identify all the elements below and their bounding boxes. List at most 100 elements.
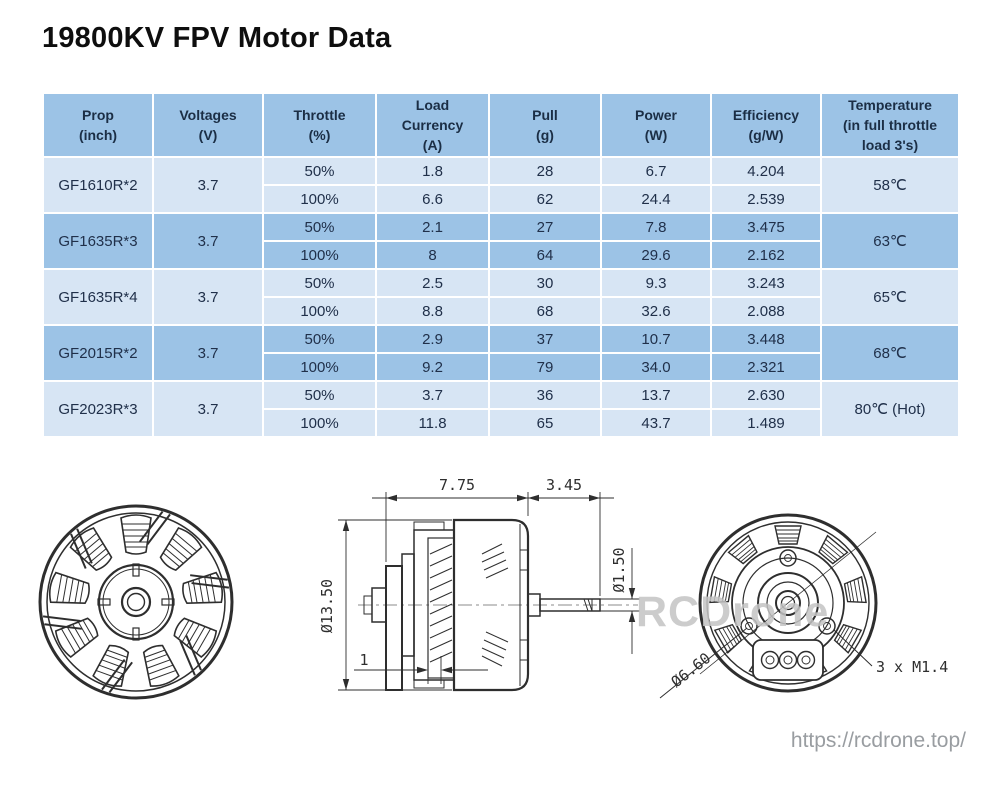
prop-cell: GF1635R*4: [42, 268, 154, 326]
table-header: Prop (inch) Voltages (V) Throttle (%) Lo…: [42, 92, 960, 158]
table-row: 100% 8 64 29.6 2.162: [43, 240, 959, 270]
pull-cell: 28: [488, 156, 602, 186]
current-cell: 1.8: [375, 156, 490, 186]
temperature-cell: 65℃: [820, 268, 960, 326]
pull-cell: 37: [488, 324, 602, 354]
efficiency-cell: 2.321: [710, 352, 822, 382]
motor-hub: [97, 563, 175, 641]
power-cell: 9.3: [600, 268, 712, 298]
prop-cell: GF1610R*2: [42, 156, 154, 214]
throttle-cell: 50%: [262, 212, 377, 242]
table-row: 100% 9.2 79 34.0 2.321: [43, 352, 959, 382]
power-cell: 32.6: [600, 296, 712, 326]
efficiency-cell: 1.489: [710, 408, 822, 438]
power-cell: 34.0: [600, 352, 712, 382]
motor-bell-profile: [452, 518, 530, 692]
motor-bell-outline: [38, 504, 234, 700]
efficiency-cell: 4.204: [710, 156, 822, 186]
efficiency-cell: 3.475: [710, 212, 822, 242]
throttle-cell: 100%: [262, 352, 377, 382]
col-header-voltages: Voltages (V): [152, 92, 264, 158]
motor-front-view-drawing: [38, 504, 234, 700]
motor-side-view-drawing: 7.75 3.45 Ø13.50 Ø1.50 1: [318, 476, 640, 692]
col-header-throttle: Throttle (%): [262, 92, 377, 158]
col-header-efficiency: Efficiency (g/W): [710, 92, 822, 158]
power-cell: 29.6: [600, 240, 712, 270]
voltage-cell: 3.7: [152, 268, 264, 326]
prop-cell: GF2015R*2: [42, 324, 154, 382]
leader-screw-spec: [833, 629, 873, 667]
dim-label-mount-circle: Ø6.60: [668, 649, 715, 691]
dimension-shaft-diameter: [600, 548, 640, 654]
throttle-cell: 50%: [262, 380, 377, 410]
dimension-bell-diameter: [338, 519, 452, 691]
pull-cell: 79: [488, 352, 602, 382]
col-header-load-currency: Load Currency (A): [375, 92, 490, 158]
col-header-temperature: Temperature (in full throttle load 3's): [820, 92, 960, 158]
power-cell: 10.7: [600, 324, 712, 354]
current-cell: 3.7: [375, 380, 490, 410]
prop-cell: GF2023R*3: [42, 380, 154, 438]
throttle-cell: 100%: [262, 408, 377, 438]
current-cell: 6.6: [375, 184, 490, 214]
table-row: GF1635R*4 3.7 50% 2.5 30 9.3 3.243 65℃: [42, 268, 960, 326]
temperature-cell: 63℃: [820, 212, 960, 270]
dim-label-bell-diameter: Ø13.50: [318, 579, 336, 633]
throttle-cell: 100%: [262, 184, 377, 214]
table-row: GF2023R*3 3.7 50% 3.7 36 13.7 2.630 80℃ …: [42, 380, 960, 438]
current-cell: 9.2: [375, 352, 490, 382]
dim-label-shaft-diameter: Ø1.50: [610, 547, 628, 592]
motor-rear-view-drawing: Ø6.60 3 x M1.4: [659, 513, 948, 699]
power-cell: 7.8: [600, 212, 712, 242]
col-header-pull: Pull (g): [488, 92, 602, 158]
throttle-cell: 100%: [262, 240, 377, 270]
col-header-prop: Prop (inch): [42, 92, 154, 158]
efficiency-cell: 2.088: [710, 296, 822, 326]
pull-cell: 36: [488, 380, 602, 410]
table-row: 100% 8.8 68 32.6 2.088: [43, 296, 959, 326]
table-row: 100% 11.8 65 43.7 1.489: [43, 408, 959, 438]
voltage-cell: 3.7: [152, 156, 264, 214]
site-url: https://rcdrone.top/: [790, 729, 966, 752]
dimension-body-length: [372, 492, 614, 562]
dim-label-base-thickness: 1: [359, 651, 368, 669]
pull-cell: 68: [488, 296, 602, 326]
table-row: GF1635R*3 3.7 50% 2.1 27 7.8 3.475 63℃: [42, 212, 960, 270]
table-row: GF2015R*2 3.7 50% 2.9 37 10.7 3.448 68℃: [42, 324, 960, 382]
dim-label-screw-spec: 3 x M1.4: [876, 658, 948, 676]
prop-cell: GF1635R*3: [42, 212, 154, 270]
leader-mount-circle: [659, 627, 748, 699]
watermark: RCDrone: [636, 588, 830, 636]
temperature-cell: 58℃: [820, 156, 960, 214]
pull-cell: 64: [488, 240, 602, 270]
center-line: [699, 531, 877, 675]
col-header-power: Power (W): [600, 92, 712, 158]
motor-shaft: [527, 593, 601, 617]
stator-hatch: [429, 543, 453, 663]
voltage-cell: 3.7: [152, 212, 264, 270]
power-cell: 13.7: [600, 380, 712, 410]
dim-label-shaft-length: 3.45: [546, 476, 582, 494]
motor-data-table: Prop (inch) Voltages (V) Throttle (%) Lo…: [42, 92, 960, 438]
throttle-cell: 50%: [262, 156, 377, 186]
screw-holes: [740, 549, 836, 635]
current-cell: 8: [375, 240, 490, 270]
efficiency-cell: 2.630: [710, 380, 822, 410]
temperature-cell: 68℃: [820, 324, 960, 382]
voltage-cell: 3.7: [152, 324, 264, 382]
wire-connector-block: [752, 639, 824, 681]
pull-cell: 27: [488, 212, 602, 242]
page-title: 19800KV FPV Motor Data: [42, 22, 392, 54]
dim-label-body-length: 7.75: [439, 476, 475, 494]
efficiency-cell: 3.448: [710, 324, 822, 354]
current-cell: 2.1: [375, 212, 490, 242]
current-cell: 2.9: [375, 324, 490, 354]
efficiency-cell: 2.162: [710, 240, 822, 270]
current-cell: 2.5: [375, 268, 490, 298]
power-cell: 24.4: [600, 184, 712, 214]
motor-body-profile: [363, 521, 455, 691]
voltage-cell: 3.7: [152, 380, 264, 438]
power-cell: 6.7: [600, 156, 712, 186]
throttle-cell: 100%: [262, 296, 377, 326]
